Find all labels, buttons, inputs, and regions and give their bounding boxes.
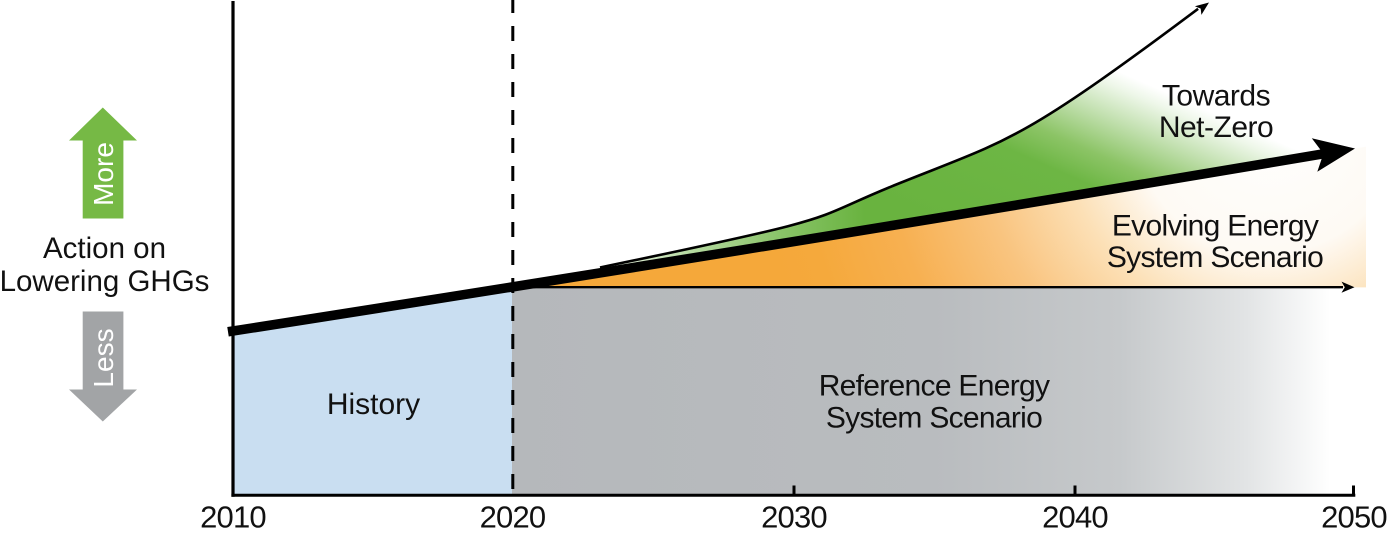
- svg-text:2030: 2030: [761, 500, 827, 535]
- svg-text:2040: 2040: [1042, 500, 1108, 535]
- svg-text:Towards: Towards: [1162, 80, 1270, 113]
- svg-text:Action on: Action on: [43, 232, 166, 265]
- svg-text:Net-Zero: Net-Zero: [1159, 111, 1273, 144]
- svg-text:2020: 2020: [480, 500, 546, 535]
- svg-text:More: More: [88, 142, 119, 206]
- svg-text:System Scenario: System Scenario: [826, 402, 1042, 435]
- svg-text:2050: 2050: [1321, 500, 1387, 535]
- svg-text:Lowering GHGs: Lowering GHGs: [0, 265, 209, 298]
- svg-text:Evolving Energy: Evolving Energy: [1112, 210, 1319, 243]
- svg-text:2010: 2010: [200, 500, 266, 535]
- svg-text:Reference Energy: Reference Energy: [819, 370, 1050, 403]
- svg-text:System Scenario: System Scenario: [1107, 241, 1323, 274]
- svg-text:Less: Less: [88, 328, 119, 387]
- svg-text:History: History: [327, 388, 420, 421]
